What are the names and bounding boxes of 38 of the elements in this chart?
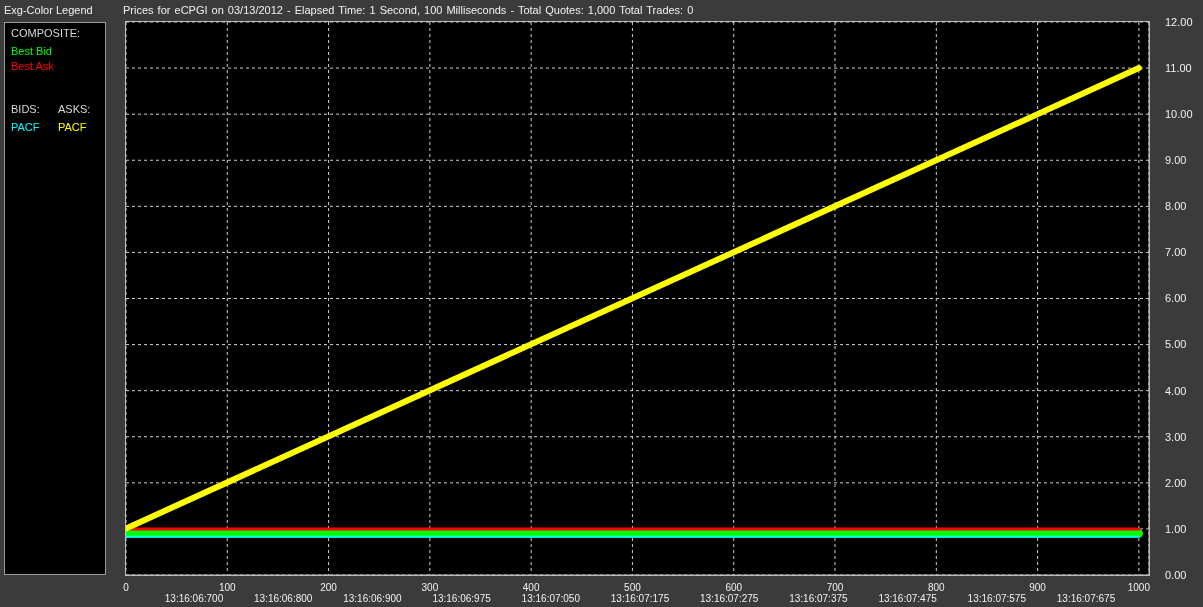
x-tick-label: 200 — [320, 582, 338, 594]
text: 13:16:07:175 — [610, 593, 670, 604]
x-tick-label: 600 — [725, 582, 743, 594]
text: 13:16:06:700 — [164, 593, 224, 604]
text: 13:16:06:800 — [253, 593, 313, 604]
y-tick-label: 4.00 — [1165, 384, 1187, 397]
x-tick-label: 800 — [927, 582, 946, 594]
legend-title: Exg-Color Legend — [4, 4, 93, 16]
text: 13:16:07:050 — [521, 593, 580, 604]
y-tick-label: 7.00 — [1165, 246, 1187, 259]
x-tick-label: 900 — [1029, 582, 1047, 594]
x-tick-label: 1000 — [1127, 582, 1151, 594]
x-tick-label: 300 — [421, 582, 439, 594]
y-tick-label: 12.00 — [1165, 15, 1193, 28]
y-tick-label: 1.00 — [1165, 522, 1187, 535]
y-tick-label: 9.00 — [1165, 154, 1187, 167]
x-tick-label: 400 — [522, 582, 540, 594]
text: 13:16:06:900 — [343, 593, 402, 604]
text: 13:16:07:375 — [789, 593, 848, 604]
y-tick-label: 8.00 — [1165, 200, 1187, 213]
y-tick-label: 5.00 — [1165, 338, 1187, 351]
y-tick-label: 10.00 — [1165, 108, 1193, 121]
x-tick-label: 100 — [218, 582, 237, 594]
chart-title: Prices for eCPGI on 03/13/2012 - Elapsed Time: 1 Second, 100 Milliseconds - Total Quotes: 1,000 Total Trades: 0 — [123, 4, 694, 16]
y-tick-label: 3.00 — [1165, 430, 1187, 443]
y-tick-label: 0.00 — [1165, 568, 1187, 581]
text: 13:16:07:275 — [699, 593, 759, 604]
text: 13:16:07:575 — [967, 593, 1026, 604]
x-tick-label: 700 — [826, 582, 844, 594]
text: 13:16:07:675 — [1056, 593, 1116, 604]
text: 13:16:06:975 — [432, 593, 491, 604]
y-tick-label: 11.00 — [1165, 61, 1192, 74]
y-tick-label: 6.00 — [1165, 292, 1187, 305]
x-tick-label: 0 — [123, 582, 130, 594]
legend-frame: COMPOSITE: Best Bid Best Ask BIDS: PACF ASKS: PACF — [4, 22, 106, 575]
x-tick-label: 500 — [624, 582, 642, 594]
y-tick-label: 2.00 — [1165, 476, 1187, 489]
text: 13:16:07:475 — [878, 593, 937, 604]
